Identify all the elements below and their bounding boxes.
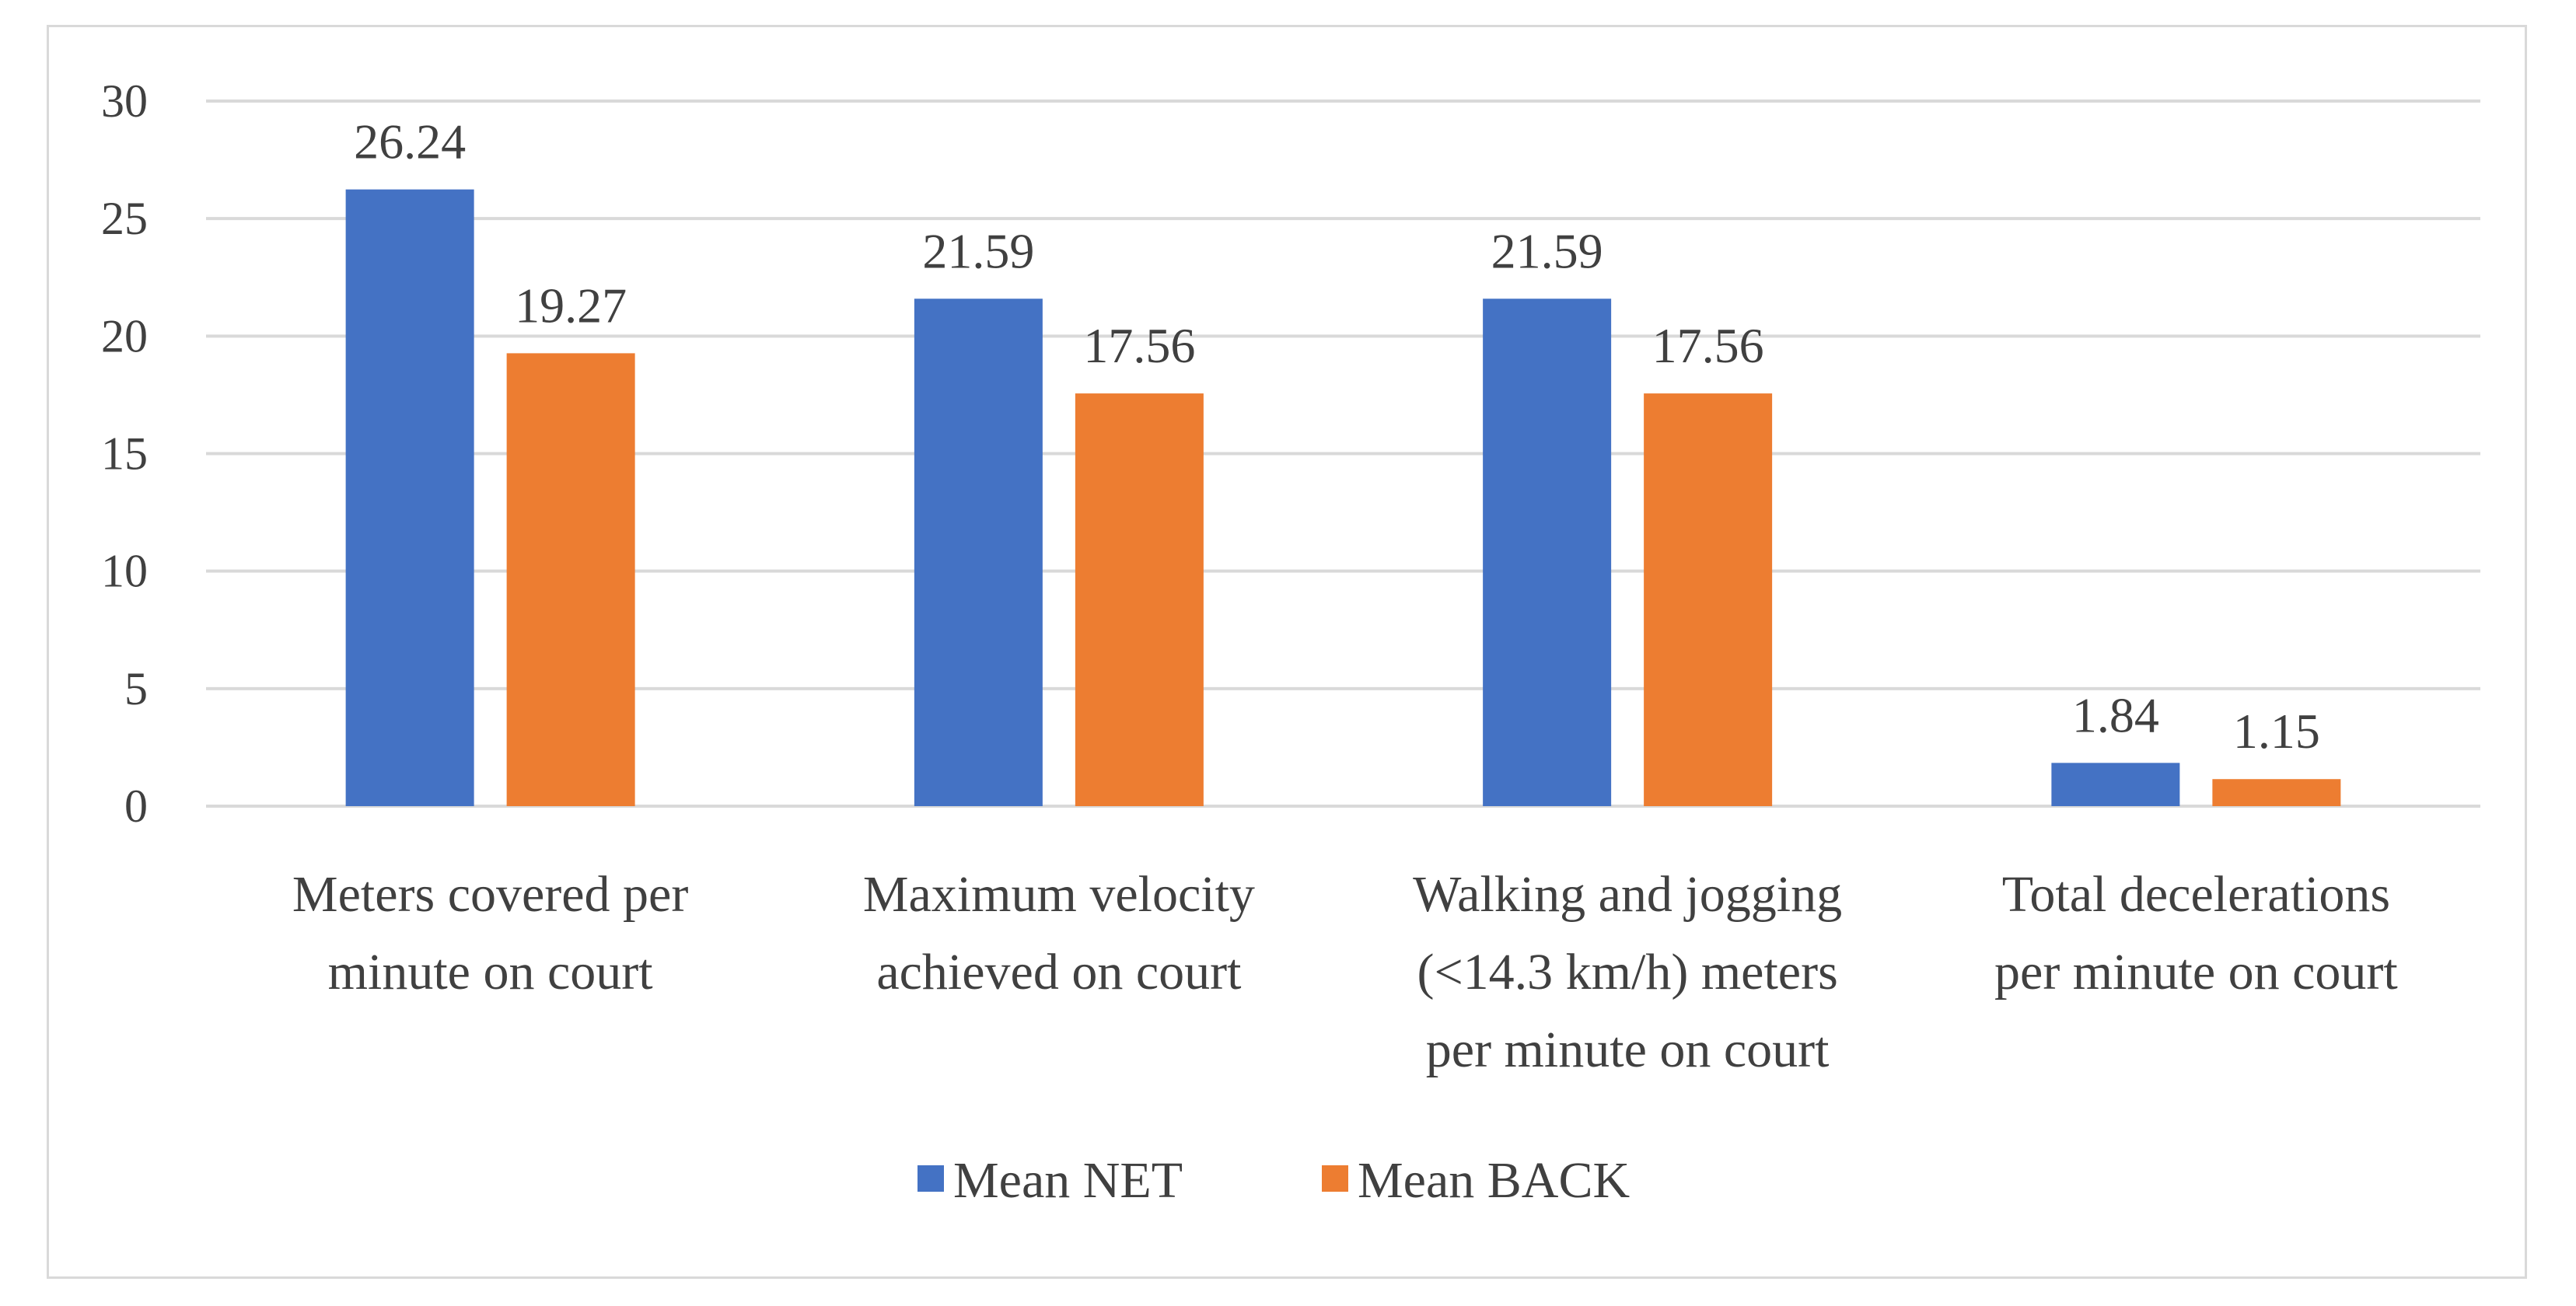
category-label-0-line-1: minute on court (328, 944, 653, 1000)
category-label-1-line-1: achieved on court (876, 944, 1241, 1000)
x-axis-categories: Meters covered per minute on court Maximum… (292, 866, 2398, 1078)
legend: Mean NET Mean BACK (918, 1152, 1630, 1209)
data-label-mean-back-2: 17.56 (1652, 318, 1764, 373)
data-label-mean-back-3: 1.15 (2233, 704, 2320, 759)
data-label-mean-net-1: 21.59 (922, 223, 1034, 278)
category-label-2-line-0: Walking and jogging (1413, 866, 1842, 923)
category-label-0-line-0: Meters covered per (292, 866, 688, 923)
y-tick-label-5: 5 (124, 663, 148, 714)
y-tick-label-30: 30 (101, 75, 148, 127)
data-label-mean-back-0: 19.27 (515, 278, 627, 333)
y-tick-label-10: 10 (101, 546, 148, 597)
data-label-mean-net-0: 26.24 (354, 114, 466, 169)
data-label-mean-net-3: 1.84 (2072, 687, 2159, 742)
bar-mean-back-3 (2212, 779, 2341, 806)
category-label-3-line-0: Total decelerations (2002, 866, 2390, 923)
y-tick-label-20: 20 (101, 310, 148, 361)
bar-mean-net-0 (345, 189, 474, 806)
legend-swatch-mean-net (918, 1165, 944, 1192)
legend-swatch-mean-back (1322, 1165, 1348, 1192)
bar-mean-back-1 (1075, 393, 1204, 806)
bar-mean-net-3 (2051, 763, 2180, 806)
category-label-1-line-0: Maximum velocity (863, 866, 1255, 923)
bar-mean-net-2 (1483, 299, 1612, 806)
y-tick-label-0: 0 (124, 780, 148, 832)
bar-mean-back-2 (1644, 393, 1773, 806)
data-label-mean-back-1: 17.56 (1083, 318, 1195, 373)
bar-mean-net-1 (914, 299, 1043, 806)
category-label-2-line-1: (<14.3 km/h) meters (1417, 944, 1837, 1000)
legend-label-mean-net: Mean NET (953, 1152, 1183, 1209)
category-label-2-line-2: per minute on court (1426, 1021, 1830, 1078)
data-labels: 26.24 19.27 21.59 17.56 21.59 17.56 1.84 1.15 (354, 114, 2320, 760)
y-tick-label-25: 25 (101, 193, 148, 244)
data-label-mean-net-2: 21.59 (1491, 223, 1603, 278)
legend-label-mean-back: Mean BACK (1358, 1152, 1630, 1209)
bar-mean-back-0 (506, 353, 635, 806)
category-label-3-line-1: per minute on court (1994, 944, 2398, 1000)
y-axis-ticks: 0 5 10 15 20 25 30 (101, 75, 148, 832)
bars (345, 189, 2341, 806)
y-tick-label-15: 15 (101, 428, 148, 480)
